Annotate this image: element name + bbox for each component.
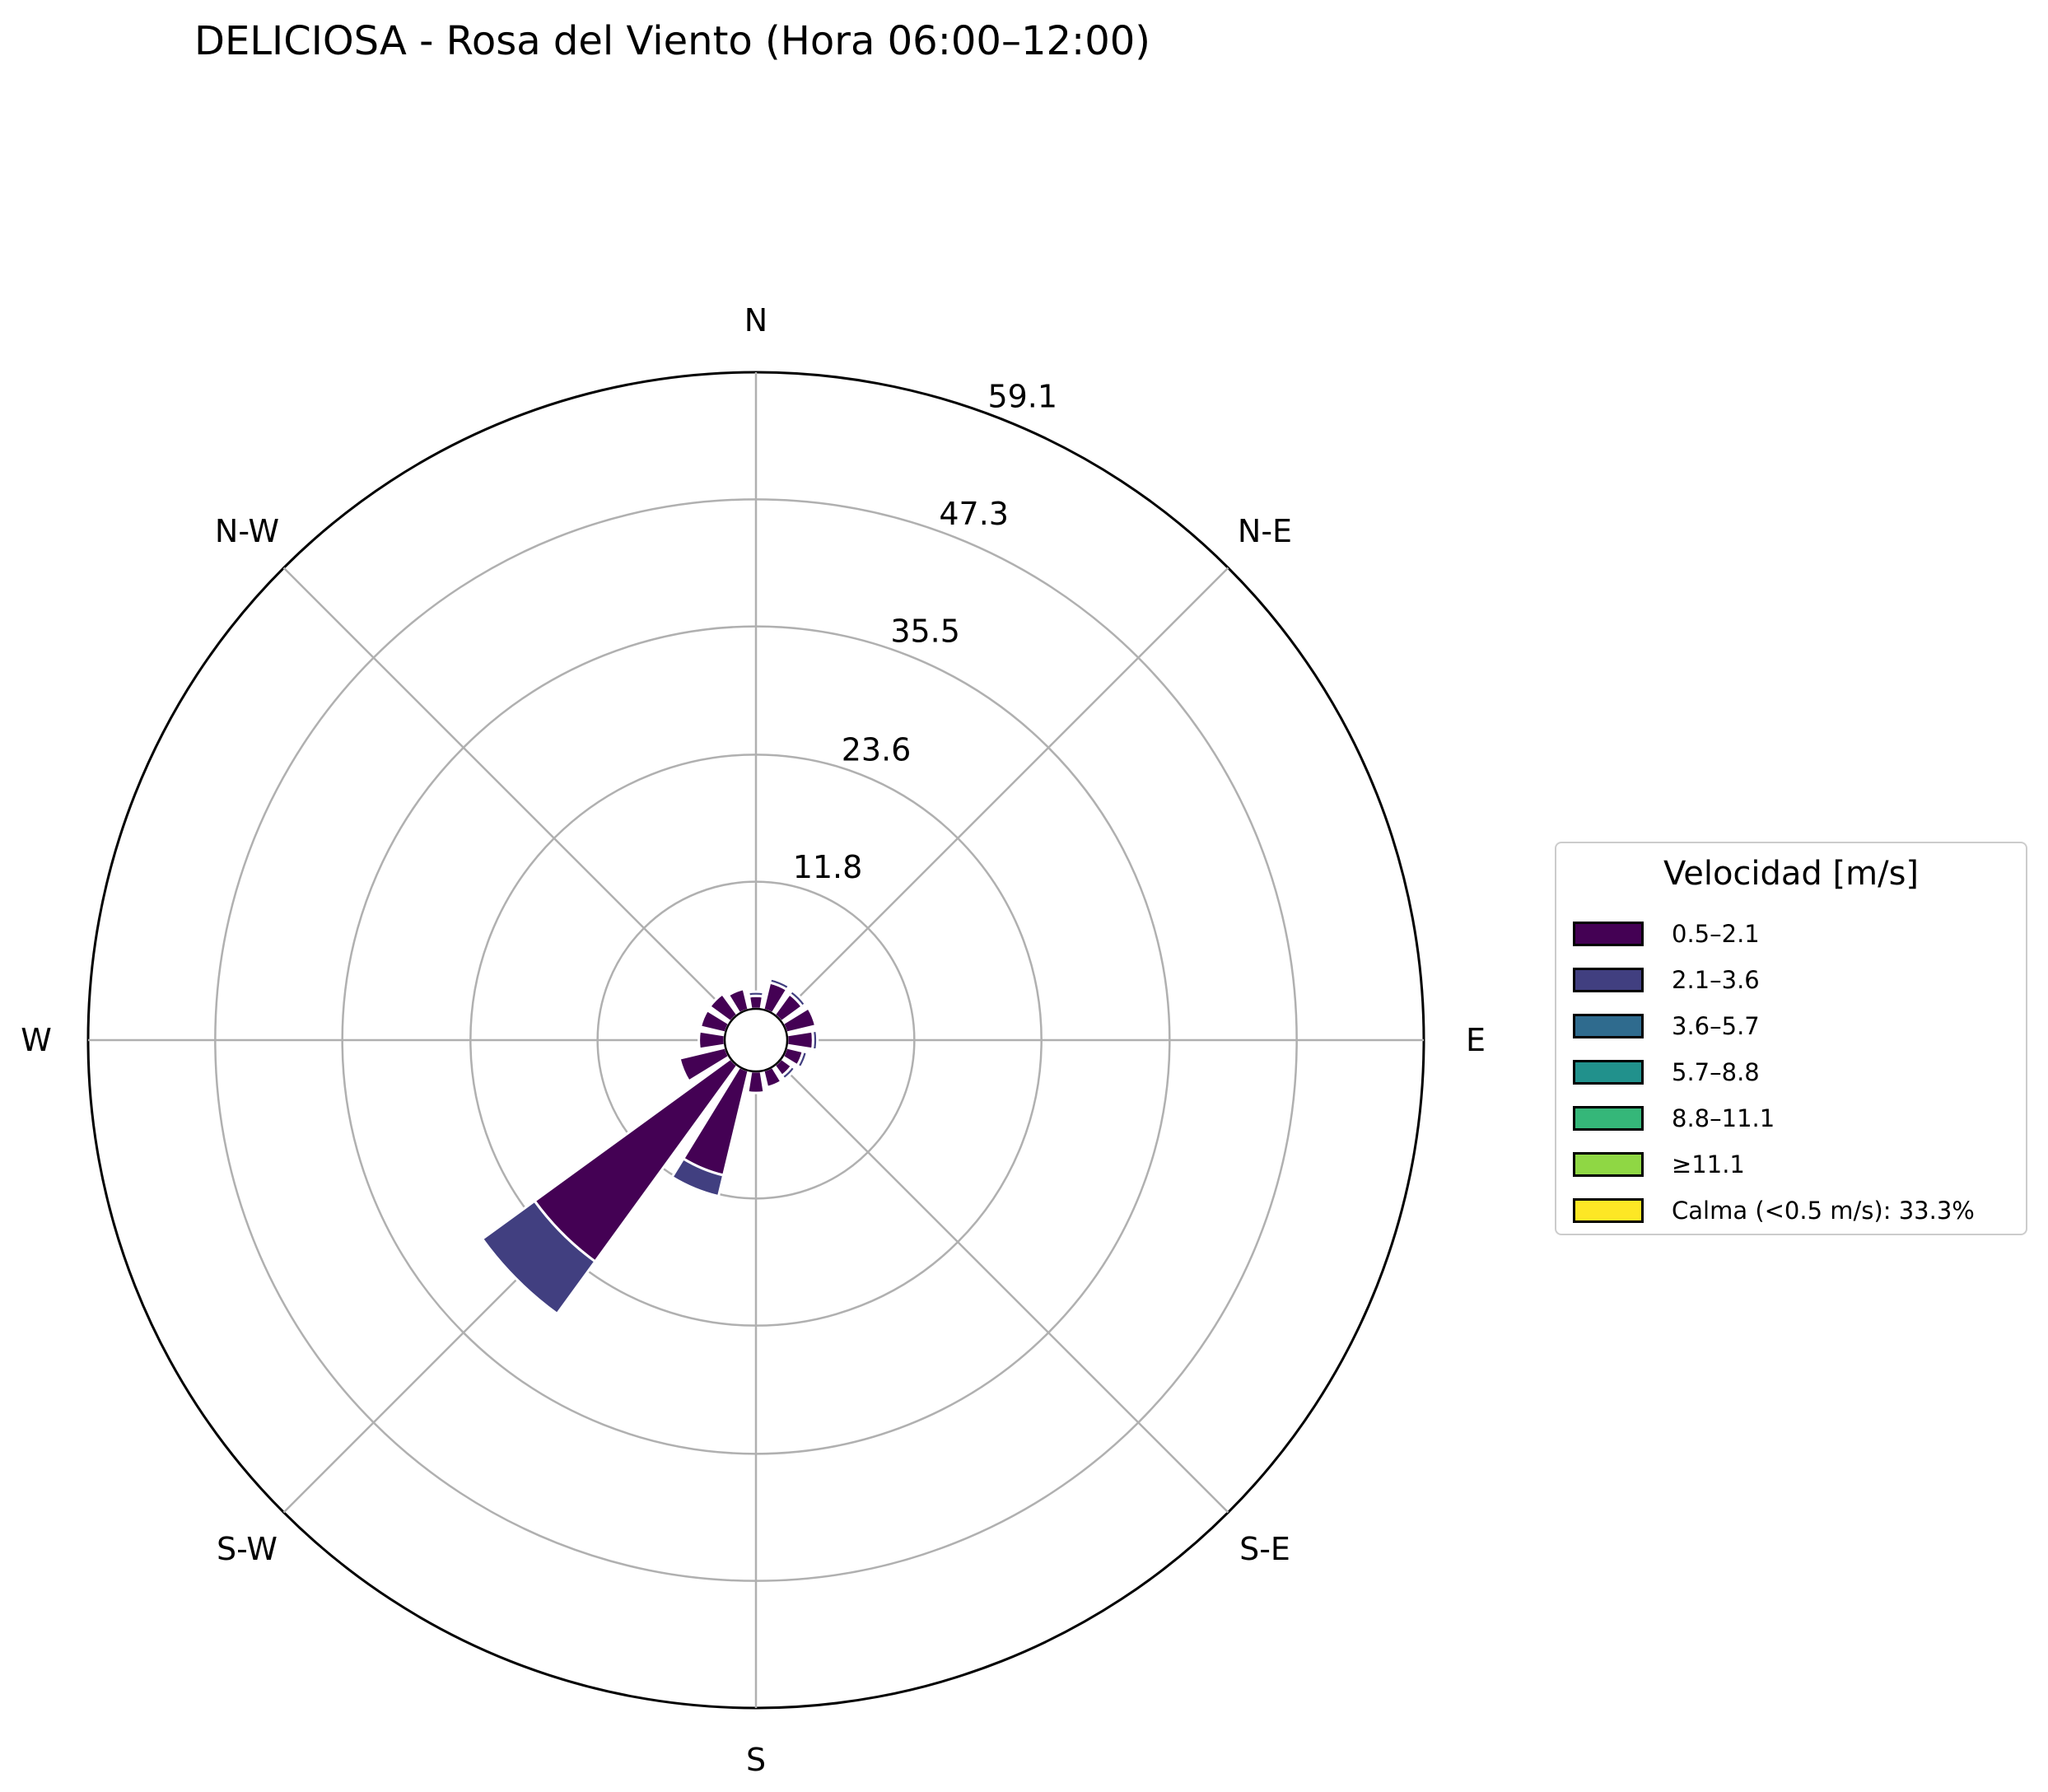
grid-spoke [282, 567, 735, 1020]
bar-sector-10-series-1 [480, 1199, 597, 1316]
legend-label: 2.1–3.6 [1672, 966, 1760, 994]
legend-label: 5.7–8.8 [1672, 1058, 1760, 1086]
legend-label: 0.5–2.1 [1672, 920, 1760, 948]
legend-item: 2.1–3.6 [1573, 957, 2009, 1003]
radial-tick-label: 47.3 [939, 496, 1009, 532]
radial-tick-label: 59.1 [987, 378, 1057, 414]
radial-tick-label: 11.8 [793, 849, 863, 885]
bar-sector-2-series-1 [787, 988, 808, 1009]
direction-label: W [21, 1022, 52, 1058]
legend-swatch [1573, 1060, 1644, 1085]
direction-label: S-W [217, 1531, 278, 1567]
bar-sector-6-series-1 [780, 1064, 797, 1081]
bar-sector-8-series-0 [746, 1069, 766, 1094]
radial-tick-label: 23.6 [842, 731, 912, 768]
grid-spoke [777, 1061, 1229, 1514]
legend-item: 3.6–5.7 [1573, 1003, 2009, 1049]
bar-sector-4-series-0 [785, 1029, 814, 1051]
legend-swatch [1573, 1152, 1644, 1177]
direction-label: S-E [1239, 1531, 1290, 1567]
direction-label: N-W [215, 513, 279, 549]
center-hole [723, 1007, 789, 1073]
bar-sector-9-series-1 [670, 1156, 725, 1198]
legend-label: 3.6–5.7 [1672, 1012, 1760, 1040]
legend-label: 8.8–11.1 [1672, 1104, 1775, 1132]
legend-label: ≥11.1 [1672, 1150, 1745, 1178]
legend-item: 8.8–11.1 [1573, 1095, 2009, 1141]
legend-swatch [1573, 922, 1644, 946]
legend-swatch [1573, 1014, 1644, 1038]
grid-spoke [777, 567, 1229, 1020]
legend-item: Calma (<0.5 m/s): 33.3% [1573, 1188, 2009, 1234]
legend-label: Calma (<0.5 m/s): 33.3% [1672, 1197, 1975, 1225]
bar-sector-0-series-1 [747, 990, 765, 998]
radial-tick-label: 35.5 [890, 614, 960, 650]
legend: Velocidad [m/s] 0.5–2.1 2.1–3.6 3.6–5.7 5.7… [1555, 842, 2027, 1235]
direction-label: S [746, 1742, 766, 1778]
bar-sector-4-series-1 [810, 1029, 819, 1052]
bar-sector-5-series-1 [795, 1049, 809, 1070]
legend-item: 5.7–8.8 [1573, 1049, 2009, 1095]
chart-title: DELICIOSA - Rosa del Viento (Hora 06:00–… [194, 18, 1150, 64]
legend-item: ≥11.1 [1573, 1141, 2009, 1188]
legend-item: 0.5–2.1 [1573, 911, 2009, 957]
legend-items: 0.5–2.1 2.1–3.6 3.6–5.7 5.7–8.8 8.8–11.1 ≥11.… [1573, 911, 2009, 1234]
legend-swatch [1573, 1106, 1644, 1131]
bar-sector-12-series-0 [697, 1029, 727, 1051]
legend-swatch [1573, 968, 1644, 992]
direction-label: N-E [1238, 513, 1292, 549]
legend-swatch [1573, 1198, 1644, 1223]
bar-sector-0-series-0 [747, 994, 765, 1011]
direction-label: N [744, 302, 767, 338]
direction-label: E [1466, 1022, 1486, 1058]
bar-sector-1-series-1 [768, 977, 791, 992]
legend-title: Velocidad [m/s] [1663, 855, 1920, 893]
